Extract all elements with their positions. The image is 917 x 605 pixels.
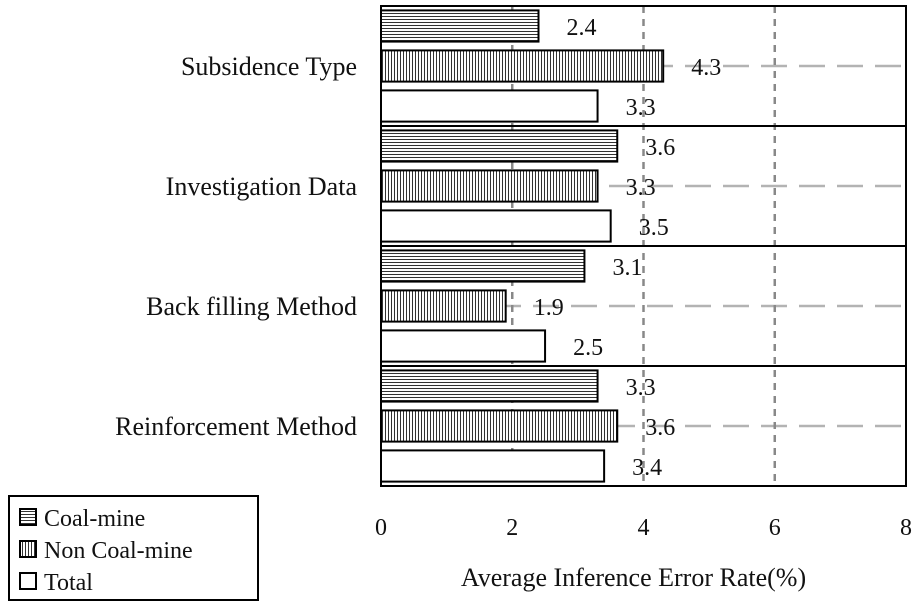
bar [380, 289, 507, 323]
category-label: Subsidence Type [181, 52, 357, 81]
legend: Coal-mine Non Coal-mine Total [8, 495, 259, 601]
bar [380, 9, 540, 43]
x-tick-label: 0 [375, 515, 387, 541]
data-label: 4.3 [691, 55, 721, 81]
category-label: Reinforcement Method [115, 412, 357, 441]
x-axis-title: Average Inference Error Rate(%) [461, 563, 806, 592]
legend-swatch [19, 540, 37, 558]
labels-layer: 2.4 4.3 3.3 3.6 3.3 3.5 3.1 1.9 2.5 3.3 3.6 3.4 Subs… [115, 15, 912, 592]
bar [380, 89, 599, 123]
data-label: 3.5 [639, 215, 669, 241]
data-label: 1.9 [534, 295, 564, 321]
data-label: 2.5 [573, 335, 603, 361]
legend-label: Total [44, 570, 93, 596]
bars-layer [380, 9, 665, 483]
bar [380, 369, 599, 403]
data-label: 3.1 [612, 255, 642, 281]
x-tick-label: 4 [638, 515, 650, 541]
data-label: 3.6 [645, 415, 675, 441]
bar [380, 129, 619, 163]
bar [380, 249, 586, 283]
legend-label: Non Coal-mine [44, 538, 193, 564]
bar [380, 329, 547, 363]
plot-frame [380, 5, 907, 487]
data-label: 3.3 [626, 175, 656, 201]
legend-box [8, 495, 259, 601]
bar [380, 49, 665, 83]
bar [380, 449, 606, 483]
x-tick-label: 8 [900, 515, 912, 541]
legend-swatch [19, 572, 37, 590]
bar [380, 409, 619, 443]
category-label: Investigation Data [166, 172, 358, 201]
bar [380, 169, 599, 203]
data-label: 3.3 [626, 95, 656, 121]
data-label: 3.6 [645, 135, 675, 161]
legend-swatch [19, 508, 37, 526]
x-tick-label: 2 [506, 515, 518, 541]
data-label: 3.4 [632, 455, 662, 481]
category-label: Back filling Method [146, 292, 357, 321]
legend-label: Coal-mine [44, 506, 145, 532]
data-label: 3.3 [626, 375, 656, 401]
data-label: 2.4 [567, 15, 597, 41]
bar [380, 209, 612, 243]
x-tick-label: 6 [769, 515, 781, 541]
